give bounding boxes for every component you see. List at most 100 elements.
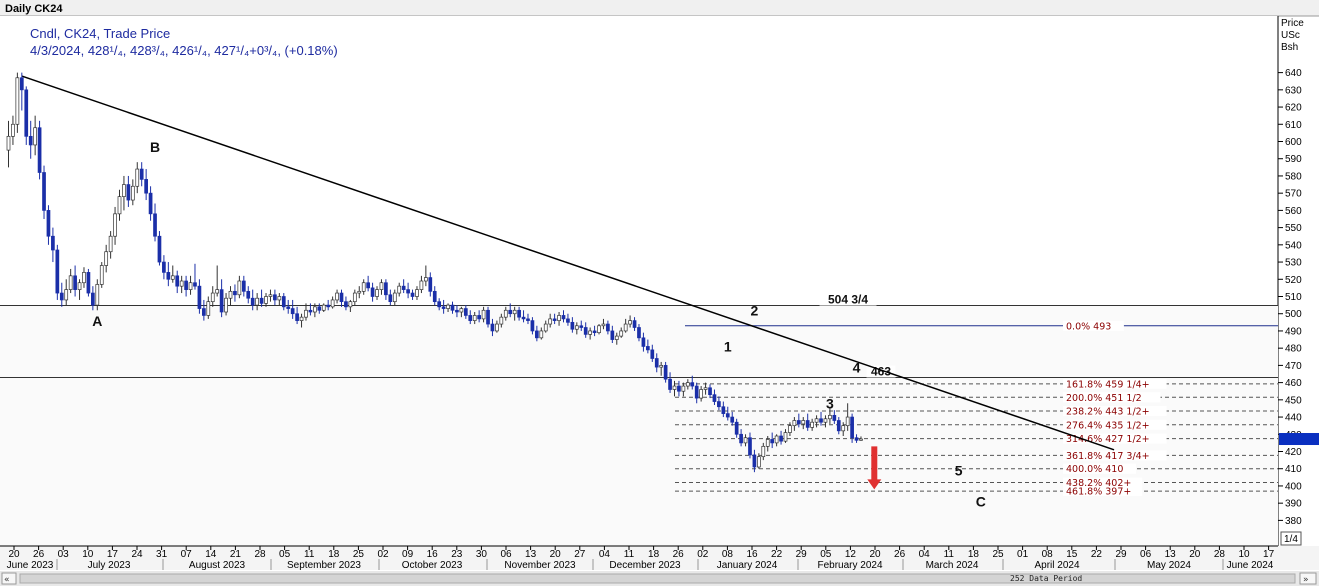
candle-up: [179, 280, 184, 287]
fib-label-bg: [1063, 320, 1124, 331]
candle-up: [117, 196, 122, 215]
candle-down: [428, 277, 433, 292]
legend-line2: 4/3/2024, 428¹/₄, 428³/₄, 426¹/₄, 427¹/₄…: [30, 43, 338, 58]
scroll-right-button[interactable]: [1299, 572, 1317, 585]
scroll-left-button[interactable]: [1, 572, 17, 585]
candle-up: [597, 325, 601, 334]
candle-down: [477, 315, 481, 320]
date-tick-label: 09: [402, 549, 414, 560]
candle-down: [579, 325, 584, 328]
month-label: February 2024: [817, 560, 882, 571]
candle-up: [472, 315, 477, 321]
candle-up: [499, 316, 504, 325]
date-tick-label: 13: [525, 549, 537, 560]
candle-down: [748, 437, 752, 456]
date-tick-label: 05: [279, 549, 291, 560]
candle-down: [770, 439, 775, 444]
price-tick-label: 550: [1285, 223, 1302, 234]
candle-down: [752, 454, 757, 468]
candle-down: [570, 321, 575, 330]
candle-down: [677, 385, 681, 392]
candle-up: [397, 285, 402, 294]
fib-label-bg: [1063, 477, 1143, 488]
price-tick-label: 600: [1285, 137, 1302, 148]
candle-up: [495, 323, 499, 332]
candle-up: [304, 309, 308, 318]
candle-down: [281, 296, 286, 308]
candle-down: [592, 330, 597, 334]
trendline: [21, 75, 1115, 451]
candle-down: [450, 304, 455, 311]
date-tick-label: 22: [771, 549, 783, 560]
price-tick-label: 540: [1285, 240, 1302, 251]
candle-down: [384, 282, 388, 296]
price-tick-label: 400: [1285, 481, 1302, 492]
date-tick-label: 16: [427, 549, 439, 560]
candle-up: [64, 289, 69, 301]
candle-down: [202, 308, 206, 316]
candle-up: [823, 418, 828, 423]
date-tick-label: 01: [1017, 549, 1029, 560]
candle-down: [55, 249, 60, 294]
date-tick-label: 20: [869, 549, 881, 560]
candle-up: [122, 184, 126, 197]
candle-up: [859, 438, 863, 441]
scroll-right-icon: »: [1303, 575, 1309, 585]
candle-down: [86, 272, 91, 294]
wave-label: A: [92, 313, 102, 329]
candle-down: [286, 306, 291, 309]
date-tick-label: 26: [894, 549, 906, 560]
date-tick-label: 22: [1091, 549, 1103, 560]
candle-up: [352, 292, 357, 303]
candle-down: [690, 382, 695, 387]
candle-down: [632, 320, 637, 328]
price-tick-label: 520: [1285, 275, 1302, 286]
date-tick-label: 29: [1115, 549, 1127, 560]
candle-down: [521, 316, 526, 320]
date-tick-label: 21: [230, 549, 242, 560]
candle-down: [410, 292, 415, 297]
candle-down: [432, 290, 437, 303]
candle-down: [126, 184, 131, 201]
window-title: Daily CK24: [5, 3, 63, 15]
candle-up: [113, 213, 117, 237]
candle-up: [299, 316, 304, 321]
candle-down: [850, 416, 854, 439]
date-tick-label: 12: [845, 549, 857, 560]
candle-up: [375, 289, 379, 297]
wave-label: 2: [751, 302, 759, 318]
candle-up: [104, 251, 109, 266]
horizontal-level-label-bg: [819, 293, 877, 306]
candle-up: [361, 282, 366, 292]
date-tick-label: 02: [697, 549, 709, 560]
candle-down: [19, 77, 24, 91]
candle-up: [268, 294, 273, 297]
candle-down: [646, 346, 650, 351]
candle-down: [583, 327, 588, 335]
candle-down: [805, 420, 810, 428]
horizontal-level-label: 463: [871, 364, 891, 378]
candle-up: [623, 323, 628, 332]
date-tick-label: 08: [1042, 549, 1054, 560]
candle-down: [455, 309, 459, 313]
price-tick-label: 630: [1285, 85, 1302, 96]
month-label: April 2024: [1034, 560, 1079, 571]
date-tick-label: 15: [1066, 549, 1078, 560]
candle-down: [566, 318, 570, 323]
candle-down: [46, 210, 51, 237]
candle-up: [170, 275, 175, 280]
candle-down: [51, 235, 55, 251]
date-tick-label: 20: [8, 549, 20, 560]
candle-up: [330, 299, 335, 308]
candle-down: [42, 172, 46, 211]
date-tick-label: 16: [746, 549, 758, 560]
candle-up: [543, 323, 548, 332]
month-label: September 2023: [287, 560, 361, 571]
candles: [6, 72, 863, 473]
scrollbar-thumb[interactable]: [19, 573, 1296, 584]
candle-down: [406, 289, 410, 294]
candle-up: [357, 290, 362, 294]
candle-down: [717, 401, 721, 408]
candle-down: [233, 290, 237, 296]
